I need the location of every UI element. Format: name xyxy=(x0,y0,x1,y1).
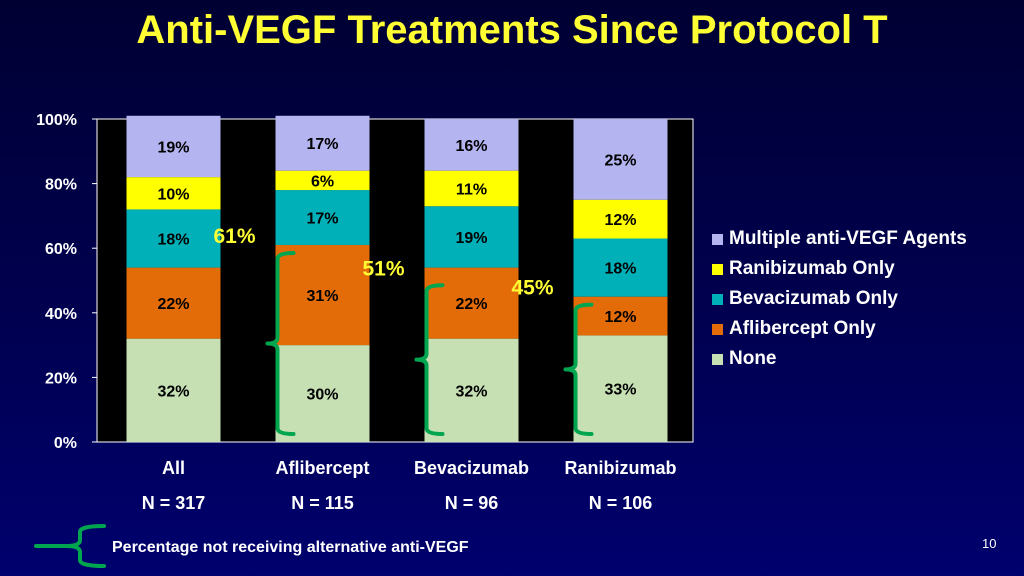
x-category-label: All xyxy=(162,458,185,478)
bar-segment xyxy=(275,244,370,346)
x-category-label: Ranibizumab xyxy=(564,458,676,478)
bar-segment xyxy=(424,170,519,207)
annotation-bracket xyxy=(414,283,445,436)
legend-label: Multiple anti-VEGF Agents xyxy=(729,228,967,249)
legend-swatch xyxy=(712,263,723,275)
bar-segment xyxy=(424,267,519,339)
n-label: N = 106 xyxy=(589,493,653,513)
legend-item: Bevacizumab Only xyxy=(712,284,967,314)
legend-swatch xyxy=(712,233,723,245)
bar-segment xyxy=(573,199,668,239)
annotation-bracket xyxy=(265,250,296,436)
n-label: N = 115 xyxy=(291,493,354,513)
data-label: 19% xyxy=(157,139,189,156)
y-tick-label: 80% xyxy=(45,177,77,194)
bar-segment xyxy=(126,209,221,268)
legend-swatch xyxy=(712,353,723,365)
data-label: 11% xyxy=(456,181,487,198)
bar-segment xyxy=(424,338,519,442)
bar-segment xyxy=(126,267,221,339)
chart-legend: Multiple anti-VEGF Agents Ranibizumab Onl… xyxy=(712,224,967,374)
data-label: 10% xyxy=(157,186,189,203)
bar-segment xyxy=(275,170,370,191)
bar-segment xyxy=(275,190,370,245)
annotation-bracket xyxy=(563,302,594,436)
data-label: 17% xyxy=(306,136,338,153)
legend-item: Aflibercept Only xyxy=(712,314,967,344)
slide-title: Anti-VEGF Treatments Since Protocol T xyxy=(136,8,888,52)
page-number: 10 xyxy=(982,536,997,551)
legend-label: Aflibercept Only xyxy=(729,318,876,339)
y-tick-label: 100% xyxy=(36,112,77,129)
y-tick-label: 0% xyxy=(54,435,77,452)
n-label: N = 96 xyxy=(445,493,499,513)
bar-segment xyxy=(126,115,221,178)
data-label: 18% xyxy=(157,232,189,249)
bar-segment xyxy=(424,206,519,268)
legend-item: Multiple anti-VEGF Agents xyxy=(712,224,967,254)
footnote-bracket-icon xyxy=(34,524,106,568)
y-tick-label: 20% xyxy=(45,370,77,387)
footnote-text: Percentage not receiving alternative ant… xyxy=(112,539,469,556)
data-label: 6% xyxy=(311,173,334,190)
data-label: 18% xyxy=(604,261,636,278)
bar-segment xyxy=(573,335,668,442)
bar-segment xyxy=(275,345,370,442)
y-tick-label: 40% xyxy=(45,306,77,323)
data-label: 19% xyxy=(455,230,487,247)
legend-label: Ranibizumab Only xyxy=(729,258,895,279)
footnote-bracket-shape xyxy=(34,524,106,568)
data-label: 25% xyxy=(604,152,636,169)
bar-segment xyxy=(573,238,668,297)
legend-item: None xyxy=(712,344,967,374)
bar-segment xyxy=(126,338,221,442)
legend-swatch xyxy=(712,323,723,335)
data-label: 17% xyxy=(306,211,338,228)
y-tick-label: 60% xyxy=(45,241,77,258)
data-label: 30% xyxy=(306,387,338,404)
bar-segment xyxy=(275,115,370,171)
data-label: 22% xyxy=(157,296,189,313)
data-label: 22% xyxy=(455,296,487,313)
bar-segment xyxy=(126,177,221,210)
legend-swatch xyxy=(712,293,723,305)
annotation-label: 51% xyxy=(362,257,404,280)
legend-label: Bevacizumab Only xyxy=(729,288,898,309)
n-label: N = 317 xyxy=(142,493,206,513)
data-label: 31% xyxy=(306,288,338,305)
data-label: 33% xyxy=(604,382,636,399)
data-label: 12% xyxy=(604,309,636,326)
legend-item: Ranibizumab Only xyxy=(712,254,967,284)
annotation-label: 61% xyxy=(213,225,255,248)
x-category-label: Bevacizumab xyxy=(414,458,529,478)
bar-segment xyxy=(573,119,668,200)
data-label: 12% xyxy=(604,212,636,229)
x-category-label: Aflibercept xyxy=(275,458,369,478)
bar-segment xyxy=(424,119,519,171)
legend-label: None xyxy=(729,348,777,369)
data-label: 32% xyxy=(157,383,189,400)
data-label: 16% xyxy=(455,138,487,155)
data-label: 32% xyxy=(455,383,487,400)
annotation-label: 45% xyxy=(511,277,553,300)
